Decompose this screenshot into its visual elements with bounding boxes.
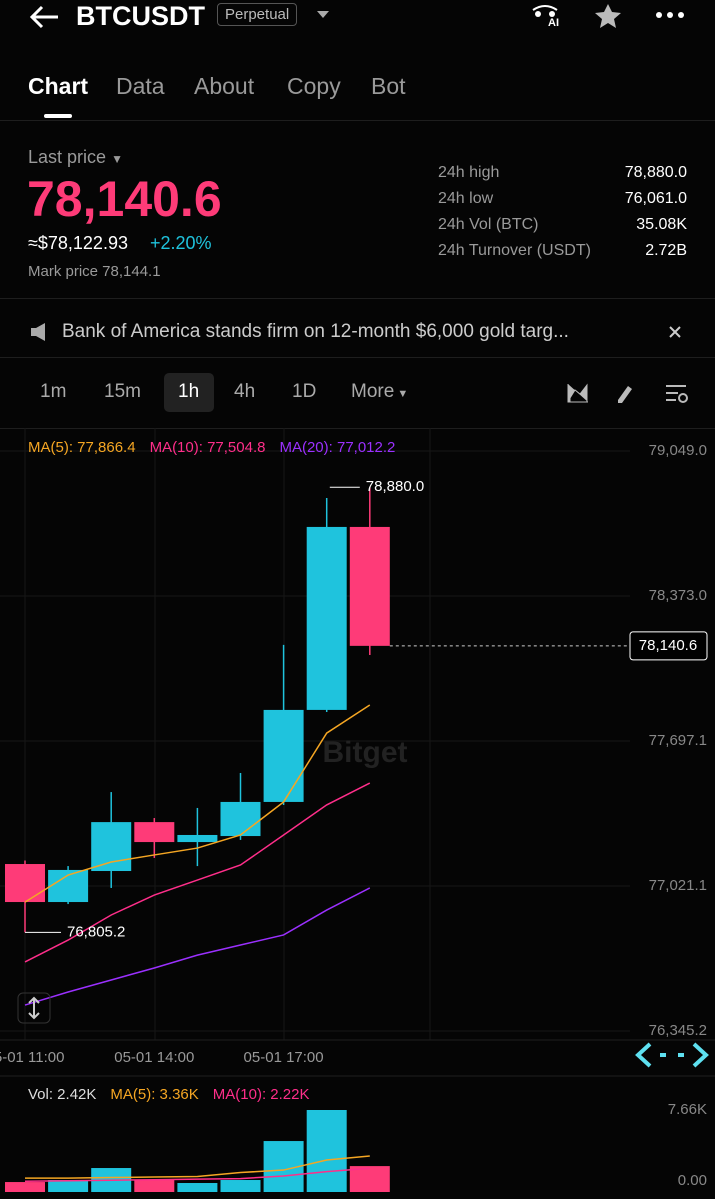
volume-bar: [349, 1166, 390, 1192]
x-tick-label: 05-01 17:00: [244, 1049, 324, 1066]
volume-bar: [5, 1182, 45, 1192]
vol-tick-label: 0.00: [678, 1172, 707, 1189]
ma-line: [24, 782, 371, 963]
ma-legend: MA(20): 77,012.2: [279, 439, 395, 456]
tab[interactable]: Copy: [287, 73, 341, 99]
interval[interactable]: 1m: [40, 381, 67, 402]
tab[interactable]: Chart: [28, 73, 89, 99]
stat-value: 78,880.0: [624, 164, 687, 181]
tab[interactable]: About: [194, 73, 255, 99]
candle-body: [177, 834, 218, 843]
volume-bar: [134, 1180, 175, 1192]
ma-legend: MA(10): 77,504.8: [150, 439, 266, 456]
candle-body: [134, 822, 175, 843]
volume-bar: [220, 1180, 261, 1192]
ma-line: [24, 704, 371, 903]
news[interactable]: Bank of America stands firm on 12-month …: [62, 321, 569, 342]
y-tick-label: 77,697.1: [649, 732, 707, 749]
last-price-box: [629, 631, 708, 661]
divider: [0, 428, 715, 429]
tab-indicator: [44, 114, 72, 118]
stat-value: 35.08K: [636, 216, 687, 233]
y-tick-label: 79,049.0: [649, 442, 707, 459]
vol-tick-label: 7.66K: [668, 1101, 707, 1118]
symbol[interactable]: BTCUSDT: [76, 1, 205, 31]
volume-bar: [177, 1183, 218, 1192]
low-label: 76,805.2: [67, 923, 125, 940]
close-news[interactable]: [668, 325, 682, 339]
last-price: 78,140.6: [27, 171, 222, 227]
x-tick-label: 05-01 11:00: [0, 1049, 64, 1066]
vol-ma-line: [24, 1167, 370, 1183]
candle-body: [91, 822, 132, 872]
dropdown[interactable]: [316, 10, 330, 20]
interval[interactable]: 1h: [178, 381, 200, 402]
divider: [0, 357, 715, 358]
caret: ▼: [394, 388, 409, 400]
candle-body: [349, 526, 390, 646]
badge: Perpetual: [217, 3, 298, 26]
ai-label: AI: [548, 17, 559, 29]
interval[interactable]: 15m: [104, 381, 141, 402]
divider: [0, 120, 715, 121]
y-tick-label: 77,021.1: [649, 877, 707, 894]
tab[interactable]: Data: [116, 73, 165, 99]
scale-icon: [28, 996, 40, 1020]
high-label: 78,880.0: [366, 478, 424, 495]
label-text: Last price: [28, 147, 107, 167]
stat-label: 24h Turnover (USDT): [438, 242, 591, 259]
ma-line: [24, 887, 371, 1006]
interval[interactable]: More ▼: [351, 381, 409, 402]
candle-body: [220, 801, 261, 837]
more-menu[interactable]: [655, 10, 685, 20]
stat-label: 24h Vol (BTC): [438, 216, 539, 233]
vol-legend: Vol: 2.42K: [28, 1086, 96, 1103]
favorite[interactable]: [594, 3, 622, 29]
ma-legend: MA(5): 77,866.4: [28, 439, 136, 456]
ai-icon[interactable]: [530, 4, 564, 32]
candle-body: [5, 864, 45, 903]
scroll-icon: [635, 1042, 709, 1068]
x-tick-label: 05-01 14:00: [114, 1049, 194, 1066]
volume-bar: [306, 1110, 347, 1192]
last-price-tag: 78,140.6: [639, 637, 697, 654]
candle-body: [306, 526, 347, 710]
interval-selected: [164, 373, 214, 412]
stat-value: 76,061.0: [624, 190, 687, 207]
mark-price: Mark price 78,144.1: [28, 263, 161, 280]
vol-ma-line: [25, 1155, 370, 1179]
scale-toggle: [17, 992, 51, 1024]
volume-bar: [48, 1180, 89, 1192]
watermark: Bitget: [323, 736, 408, 769]
y-tick-label: 78,373.0: [649, 587, 707, 604]
stat-label: 24h high: [438, 164, 500, 181]
change: +2.20%: [150, 233, 212, 253]
stat-label: 24h low: [438, 190, 494, 207]
chart: 79,049.0 78,373.0 77,697.1 77,021.1 76,345.2…: [0, 428, 715, 1192]
vol-ma-legend: MA(10): 2.22K: [213, 1086, 310, 1103]
divider: [0, 298, 715, 299]
tab[interactable]: Bot: [371, 73, 406, 99]
y-tick-label: 76,345.2: [649, 1022, 707, 1039]
chart-tools[interactable]: [566, 382, 690, 404]
interval[interactable]: 1D: [292, 381, 317, 402]
candle-body: [263, 709, 304, 802]
usd-price: ≈$78,122.93: [28, 233, 128, 253]
back-button[interactable]: [28, 4, 60, 30]
stat-value: 2.72B: [645, 242, 687, 259]
last-price-label: Last price ▼: [28, 147, 123, 167]
vol-ma-legend: MA(5): 3.36K: [110, 1086, 198, 1103]
news-icon: [31, 323, 45, 341]
interval[interactable]: 4h: [234, 381, 256, 402]
